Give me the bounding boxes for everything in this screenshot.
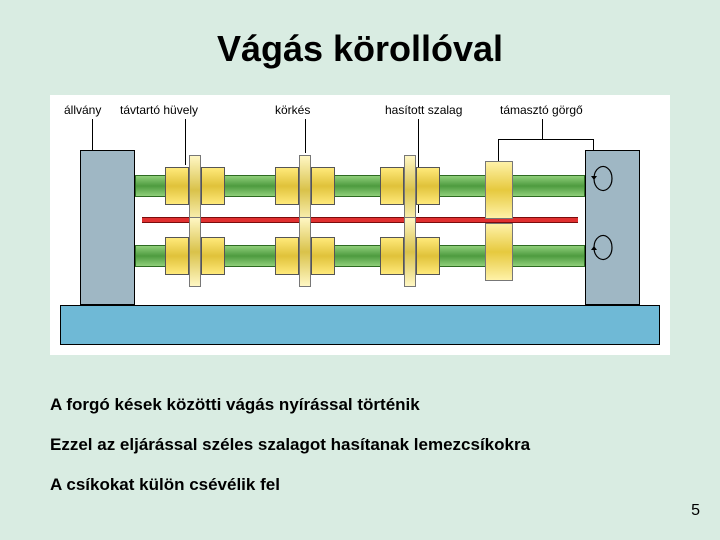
label-strip: hasított szalag — [385, 103, 462, 117]
leader — [305, 119, 306, 153]
rotation-arrow-icon — [588, 163, 618, 193]
body-line-3: A csíkokat külön csévélik fel — [50, 475, 670, 495]
leader — [185, 119, 186, 165]
spacer-sleeve — [416, 167, 440, 205]
spacer-sleeve — [275, 167, 299, 205]
spacer-sleeve — [201, 237, 225, 275]
spacer-sleeve — [311, 237, 335, 275]
base-plate — [60, 305, 660, 345]
support-roller — [485, 223, 513, 281]
leader — [542, 119, 543, 139]
leader — [498, 139, 499, 161]
label-stand: állvány — [64, 103, 101, 117]
label-roller: támasztó görgő — [500, 103, 583, 117]
assembly-lower — [135, 237, 585, 275]
spacer-sleeve — [165, 237, 189, 275]
spacer-sleeve — [201, 167, 225, 205]
spacer-sleeve — [380, 237, 404, 275]
spacer-sleeve — [165, 167, 189, 205]
circular-knife — [404, 217, 416, 287]
spacer-sleeve — [311, 167, 335, 205]
label-knife: körkés — [275, 103, 310, 117]
leader — [92, 119, 93, 153]
circular-knife — [299, 155, 311, 225]
circular-knife — [299, 217, 311, 287]
label-spacer: távtartó hüvely — [120, 103, 198, 117]
leader — [543, 139, 593, 140]
stand-left — [80, 150, 135, 305]
circular-knife — [404, 155, 416, 225]
spacer-sleeve — [416, 237, 440, 275]
body-line-2: Ezzel az eljárással széles szalagot hasí… — [50, 435, 670, 455]
circular-knife — [189, 217, 201, 287]
assembly-upper — [135, 167, 585, 205]
spacer-sleeve — [275, 237, 299, 275]
diagram-figure: állvány távtartó hüvely körkés hasított … — [50, 95, 670, 355]
support-roller — [485, 161, 513, 219]
circular-knife — [189, 155, 201, 225]
body-line-1: A forgó kések közötti vágás nyírással tö… — [50, 395, 670, 415]
spacer-sleeve — [380, 167, 404, 205]
page-number: 5 — [691, 502, 700, 520]
rotation-arrow-icon — [588, 233, 618, 263]
page-title: Vágás körollóval — [0, 0, 720, 70]
leader — [498, 139, 543, 140]
